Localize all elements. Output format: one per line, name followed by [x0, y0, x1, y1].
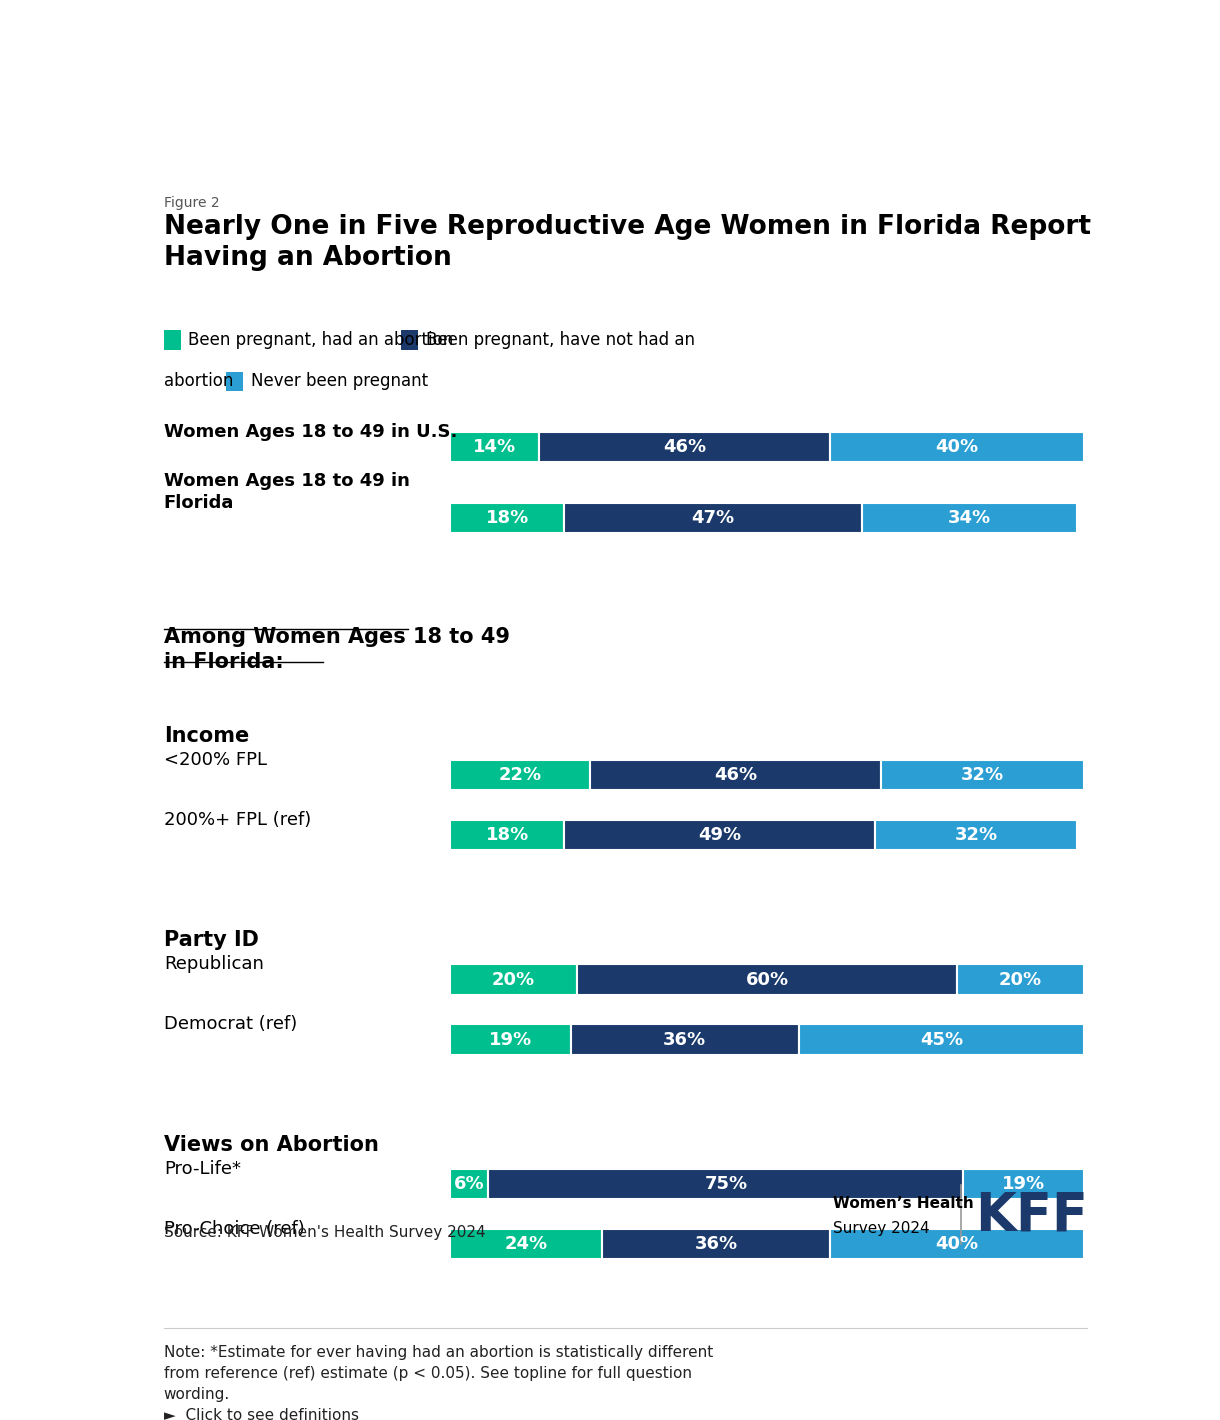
- Text: Survey 2024: Survey 2024: [833, 1221, 930, 1237]
- Text: 18%: 18%: [486, 510, 529, 527]
- Text: Republican: Republican: [163, 956, 264, 973]
- FancyBboxPatch shape: [450, 1228, 603, 1260]
- Text: Women’s Health: Women’s Health: [833, 1196, 974, 1211]
- Text: 36%: 36%: [664, 1031, 706, 1048]
- Text: 75%: 75%: [704, 1174, 748, 1193]
- Text: 14%: 14%: [473, 437, 516, 456]
- FancyBboxPatch shape: [565, 819, 875, 851]
- FancyBboxPatch shape: [450, 819, 565, 851]
- FancyBboxPatch shape: [450, 964, 577, 995]
- Text: <200% FPL: <200% FPL: [163, 751, 267, 768]
- FancyBboxPatch shape: [603, 1228, 831, 1260]
- Text: 34%: 34%: [948, 510, 992, 527]
- FancyBboxPatch shape: [565, 503, 863, 534]
- Text: Note: *Estimate for ever having had an abortion is statistically different
from : Note: *Estimate for ever having had an a…: [163, 1345, 714, 1420]
- FancyBboxPatch shape: [163, 329, 181, 349]
- Text: 47%: 47%: [692, 510, 734, 527]
- Text: 45%: 45%: [920, 1031, 963, 1048]
- Text: Nearly One in Five Reproductive Age Women in Florida Report
Having an Abortion: Nearly One in Five Reproductive Age Wome…: [163, 214, 1091, 271]
- Text: Among Women Ages 18 to 49
in Florida:: Among Women Ages 18 to 49 in Florida:: [163, 628, 510, 672]
- FancyBboxPatch shape: [450, 760, 589, 791]
- Text: 19%: 19%: [489, 1031, 532, 1048]
- Text: 49%: 49%: [698, 826, 741, 843]
- Text: 32%: 32%: [961, 765, 1004, 784]
- Text: 200%+ FPL (ref): 200%+ FPL (ref): [163, 811, 311, 829]
- Text: 20%: 20%: [492, 970, 536, 988]
- Text: 22%: 22%: [499, 765, 542, 784]
- Text: 46%: 46%: [714, 765, 756, 784]
- Text: 32%: 32%: [954, 826, 998, 843]
- Text: 18%: 18%: [486, 826, 529, 843]
- Text: 6%: 6%: [454, 1174, 484, 1193]
- FancyBboxPatch shape: [799, 1024, 1083, 1055]
- Text: Pro-Life*: Pro-Life*: [163, 1160, 240, 1177]
- Text: Democrat (ref): Democrat (ref): [163, 1015, 298, 1034]
- Text: Women Ages 18 to 49 in
Florida: Women Ages 18 to 49 in Florida: [163, 471, 410, 513]
- Text: 40%: 40%: [936, 1235, 978, 1252]
- Text: Party ID: Party ID: [163, 930, 259, 950]
- FancyBboxPatch shape: [401, 329, 418, 349]
- FancyBboxPatch shape: [450, 503, 565, 534]
- FancyBboxPatch shape: [450, 1024, 571, 1055]
- FancyBboxPatch shape: [863, 503, 1077, 534]
- Text: 36%: 36%: [695, 1235, 738, 1252]
- Text: 46%: 46%: [664, 437, 706, 456]
- Text: Never been pregnant: Never been pregnant: [251, 372, 428, 391]
- FancyBboxPatch shape: [488, 1169, 964, 1200]
- Text: 40%: 40%: [936, 437, 978, 456]
- Text: 19%: 19%: [1002, 1174, 1046, 1193]
- FancyBboxPatch shape: [226, 372, 243, 392]
- Text: Source: KFF Women's Health Survey 2024: Source: KFF Women's Health Survey 2024: [163, 1224, 486, 1240]
- Text: 60%: 60%: [745, 970, 788, 988]
- FancyBboxPatch shape: [875, 819, 1077, 851]
- FancyBboxPatch shape: [571, 1024, 799, 1055]
- Text: Income: Income: [163, 726, 249, 746]
- Text: 24%: 24%: [505, 1235, 548, 1252]
- Text: abortion: abortion: [163, 372, 233, 391]
- Text: Been pregnant, had an abortion: Been pregnant, had an abortion: [188, 331, 454, 349]
- FancyBboxPatch shape: [450, 432, 539, 463]
- Text: Women Ages 18 to 49 in U.S.: Women Ages 18 to 49 in U.S.: [163, 423, 458, 440]
- FancyBboxPatch shape: [881, 760, 1083, 791]
- Text: Figure 2: Figure 2: [163, 196, 220, 210]
- FancyBboxPatch shape: [539, 432, 831, 463]
- FancyBboxPatch shape: [577, 964, 958, 995]
- FancyBboxPatch shape: [831, 1228, 1083, 1260]
- Text: KFF: KFF: [975, 1190, 1088, 1241]
- FancyBboxPatch shape: [450, 1169, 488, 1200]
- FancyBboxPatch shape: [831, 432, 1083, 463]
- FancyBboxPatch shape: [589, 760, 881, 791]
- Text: 20%: 20%: [999, 970, 1042, 988]
- Text: Views on Abortion: Views on Abortion: [163, 1135, 378, 1154]
- FancyBboxPatch shape: [958, 964, 1083, 995]
- Text: Pro-Choice (ref): Pro-Choice (ref): [163, 1220, 305, 1238]
- Text: Been pregnant, have not had an: Been pregnant, have not had an: [426, 331, 694, 349]
- FancyBboxPatch shape: [964, 1169, 1083, 1200]
